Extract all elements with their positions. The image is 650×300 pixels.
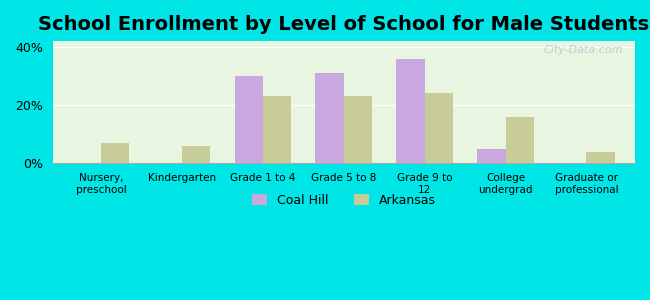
Bar xyxy=(344,96,372,163)
Bar xyxy=(424,94,453,163)
Bar xyxy=(101,143,129,163)
Bar xyxy=(586,152,615,163)
Bar xyxy=(396,58,424,163)
Bar xyxy=(315,73,344,163)
Bar xyxy=(477,149,506,163)
Text: City-Data.com: City-Data.com xyxy=(544,45,623,55)
Bar xyxy=(263,96,291,163)
Bar xyxy=(235,76,263,163)
Bar xyxy=(182,146,211,163)
Legend: Coal Hill, Arkansas: Coal Hill, Arkansas xyxy=(247,189,441,212)
Bar xyxy=(506,117,534,163)
Title: School Enrollment by Level of School for Male Students: School Enrollment by Level of School for… xyxy=(38,15,649,34)
